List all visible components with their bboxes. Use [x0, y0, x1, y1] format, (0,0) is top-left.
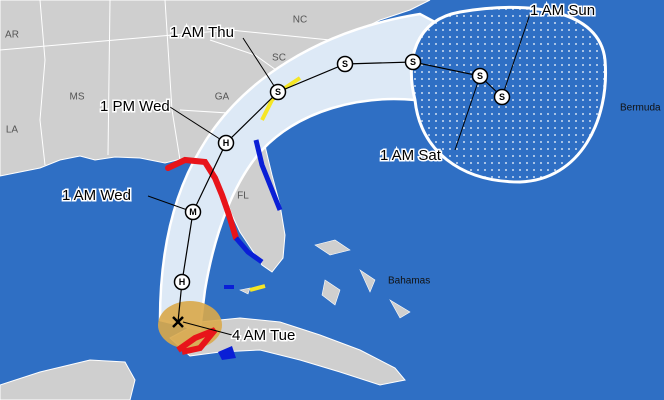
- time-label: 1 AM Wed: [62, 187, 131, 204]
- current-position: [172, 316, 184, 328]
- point-symbol: H: [179, 277, 186, 287]
- point-marker: [217, 134, 235, 152]
- state-label: SC: [272, 53, 286, 64]
- state-label: GA: [215, 92, 230, 103]
- state-label: NC: [293, 15, 307, 26]
- point-marker: [493, 88, 511, 106]
- ts-watch-keys: [249, 284, 266, 292]
- point-marker: [269, 83, 287, 101]
- yucatan: [0, 359, 136, 400]
- point-symbol: S: [499, 92, 505, 102]
- ts-warning-cuba: [218, 346, 236, 360]
- point-marker: [173, 273, 191, 291]
- place-label: Bermuda: [620, 103, 661, 114]
- point-symbol: S: [342, 59, 348, 69]
- state-label: FL: [237, 191, 249, 202]
- point-marker: [184, 203, 202, 221]
- time-label: 1 AM Sat: [380, 147, 442, 164]
- point-marker: [404, 53, 422, 71]
- time-label: 1 AM Sun: [530, 2, 595, 19]
- point-symbol: H: [223, 138, 230, 148]
- point-marker: [471, 67, 489, 85]
- time-label: 1 AM Thu: [170, 24, 234, 41]
- time-label: 1 PM Wed: [100, 98, 170, 115]
- point-marker: [336, 55, 354, 73]
- time-label: 4 AM Tue: [232, 327, 295, 344]
- ts-warning: [253, 139, 283, 211]
- place-label: Bahamas: [388, 276, 430, 287]
- point-symbol: M: [189, 207, 197, 217]
- point-symbol: S: [477, 71, 483, 81]
- point-symbol: S: [275, 87, 281, 97]
- forecast-points: H M H S S S S S: [173, 53, 511, 291]
- point-symbol: S: [410, 57, 416, 67]
- state-label: LA: [6, 125, 19, 136]
- state-label: AR: [5, 30, 19, 41]
- hurricane-warning: [165, 156, 239, 241]
- state-label: MS: [70, 92, 85, 103]
- bahamas-islands: [239, 239, 411, 319]
- ts-warning-keys: [234, 236, 264, 265]
